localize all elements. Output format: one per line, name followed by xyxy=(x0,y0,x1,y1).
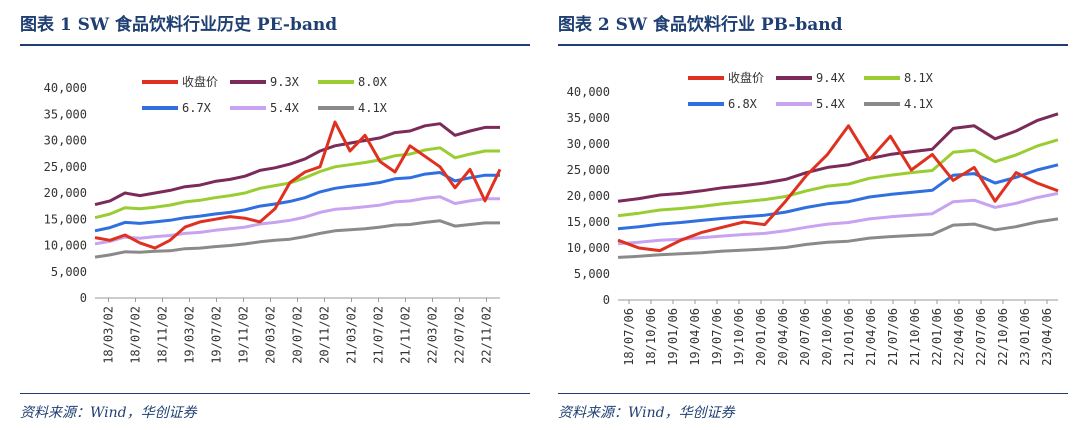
series-line xyxy=(617,217,1059,259)
series-line xyxy=(617,138,1059,218)
title-rule xyxy=(558,44,1068,46)
y-tick-label: 5,000 xyxy=(51,265,87,279)
panel-pb-band: 图表 2 SW 食品饮料行业 PB-band 0 5,000 10,000 15,00… xyxy=(558,0,1078,430)
y-tick-label: 30,000 xyxy=(44,134,87,148)
x-tick-label: 21/03/02 xyxy=(345,306,359,364)
figure-title: 图表 2 SW 食品饮料行业 PB-band xyxy=(558,15,843,35)
y-tick-label: 10,000 xyxy=(567,241,610,255)
x-tick-label: 19/07/06 xyxy=(710,308,724,366)
x-tick-label: 22/10/06 xyxy=(996,308,1010,366)
legend-label: 8.1X xyxy=(904,71,934,85)
y-tick-label: 15,000 xyxy=(567,215,610,229)
title-rule xyxy=(20,44,530,46)
y-tick-label: 40,000 xyxy=(44,81,87,95)
y-tick-label: 20,000 xyxy=(44,186,87,200)
series-line xyxy=(617,163,1059,231)
legend-label: 4.1X xyxy=(904,97,934,111)
legend-label: 收盘价 xyxy=(182,74,218,89)
x-tick-label: 18/03/02 xyxy=(102,306,116,364)
series-line xyxy=(617,191,1059,246)
x-tick-label: 21/11/02 xyxy=(399,306,413,364)
series-line xyxy=(94,120,502,250)
series-line xyxy=(617,124,1059,253)
x-tick-label: 18/11/02 xyxy=(156,306,170,364)
x-tick-label: 19/10/06 xyxy=(732,308,746,366)
pe-band-chart: 0 5,000 10,000 15,000 20,000 25,000 30,000 35,0… xyxy=(20,50,535,390)
figure-title: 图表 1 SW 食品饮料行业历史 PE-band xyxy=(20,15,338,35)
x-tick-label: 20/01/06 xyxy=(754,308,768,366)
x-tick-label: 23/01/06 xyxy=(1018,308,1032,366)
x-tick-label: 19/03/02 xyxy=(183,306,197,364)
legend-label: 5.4X xyxy=(816,97,846,111)
x-tick-label: 18/10/06 xyxy=(644,308,658,366)
y-tick-label: 40,000 xyxy=(567,85,610,99)
y-tick-label: 0 xyxy=(80,291,87,305)
legend-label: 9.3X xyxy=(270,75,300,89)
x-tick-label: 21/07/02 xyxy=(372,306,386,364)
x-tick-label: 19/07/02 xyxy=(210,306,224,364)
series-line xyxy=(94,171,500,233)
x-tick-label: 20/07/02 xyxy=(291,306,305,364)
x-tick-label: 21/01/06 xyxy=(842,308,856,366)
x-tick-label: 18/07/06 xyxy=(622,308,636,366)
pe-band-chart-svg: 0 5,000 10,000 15,000 20,000 25,000 30,000 35,0… xyxy=(44,74,502,364)
x-tick-label: 19/04/06 xyxy=(688,308,702,366)
y-tick-label: 5,000 xyxy=(574,267,610,281)
y-tick-label: 25,000 xyxy=(44,160,87,174)
x-tick-label: 22/03/02 xyxy=(426,306,440,364)
x-tick-label: 22/01/06 xyxy=(930,308,944,366)
y-tick-label: 20,000 xyxy=(567,189,610,203)
x-tick-label: 20/10/06 xyxy=(820,308,834,366)
x-tick-label: 22/07/06 xyxy=(974,308,988,366)
x-tick-label: 20/04/06 xyxy=(776,308,790,366)
source-rule xyxy=(558,393,1068,394)
x-tick-label: 18/07/02 xyxy=(129,306,143,364)
source-note: 资料来源：Wind，华创证券 xyxy=(20,405,197,421)
legend-label: 6.8X xyxy=(728,97,758,111)
y-tick-label: 10,000 xyxy=(44,239,87,253)
legend-label: 收盘价 xyxy=(728,70,764,85)
legend-label: 8.0X xyxy=(358,75,388,89)
x-tick-label: 21/10/06 xyxy=(908,308,922,366)
pb-band-chart-svg: 0 5,000 10,000 15,000 20,000 25,000 30,000 35,0… xyxy=(567,70,1059,366)
x-tick-label: 21/04/06 xyxy=(864,308,878,366)
legend-label: 5.4X xyxy=(270,101,300,115)
source-note: 资料来源：Wind，华创证券 xyxy=(558,405,735,421)
x-tick-label: 22/07/02 xyxy=(453,306,467,364)
series-line xyxy=(94,195,500,246)
series-line xyxy=(94,219,500,259)
y-tick-label: 15,000 xyxy=(44,212,87,226)
y-tick-label: 25,000 xyxy=(567,163,610,177)
legend-label: 4.1X xyxy=(358,101,388,115)
x-tick-label: 19/11/02 xyxy=(237,306,251,364)
legend-label: 6.7X xyxy=(182,101,212,115)
x-tick-label: 22/11/02 xyxy=(480,306,494,364)
y-tick-label: 35,000 xyxy=(44,107,87,121)
x-tick-label: 20/07/06 xyxy=(798,308,812,366)
x-tick-label: 19/01/06 xyxy=(666,308,680,366)
series-line xyxy=(94,122,500,207)
x-tick-label: 20/03/02 xyxy=(264,306,278,364)
y-tick-label: 30,000 xyxy=(567,137,610,151)
y-tick-label: 0 xyxy=(603,293,610,307)
legend-label: 9.4X xyxy=(816,71,846,85)
source-rule xyxy=(20,393,530,394)
y-tick-label: 35,000 xyxy=(567,111,610,125)
series-line xyxy=(94,146,500,220)
panel-pe-band: 图表 1 SW 食品饮料行业历史 PE-band 0 5,000 10,000 15,… xyxy=(20,0,540,430)
x-tick-label: 21/07/06 xyxy=(886,308,900,366)
x-tick-label: 22/04/06 xyxy=(952,308,966,366)
pb-band-chart: 0 5,000 10,000 15,000 20,000 25,000 30,000 35,0… xyxy=(558,50,1073,390)
x-tick-label: 23/04/06 xyxy=(1040,308,1054,366)
x-tick-label: 20/11/02 xyxy=(318,306,332,364)
series-line xyxy=(617,112,1059,203)
